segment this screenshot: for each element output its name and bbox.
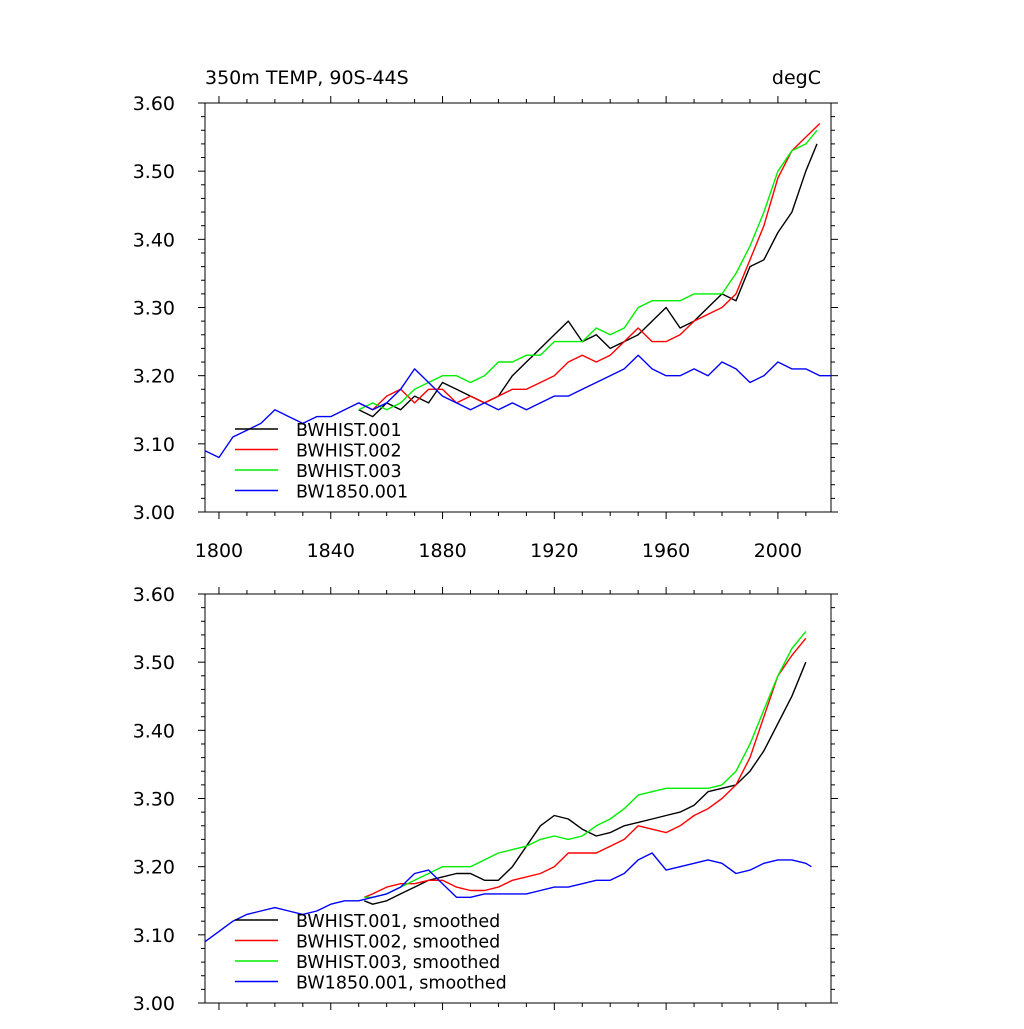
- x-tick-label: 1880: [418, 540, 466, 562]
- top-panel: 1800 1840 1880 1920 1960 2000 3.00 3.10 3.20 3.30…: [133, 93, 838, 562]
- y-tick-label: 3.60: [133, 93, 175, 115]
- bottom-panel: 3.00 3.10 3.20 3.30 3.40 3.50 3.60 BWHIST.001, …: [133, 584, 838, 1015]
- legend-label-4: BW1850.001: [296, 483, 408, 503]
- legend-label-2: BWHIST.002, smoothed: [296, 933, 500, 953]
- y-tick-label: 3.50: [133, 652, 175, 674]
- legend-label-2: BWHIST.002: [296, 442, 402, 462]
- series-line-1: [358, 143, 818, 418]
- x-tick-label: 1840: [307, 540, 355, 562]
- y-tick-label: 3.50: [133, 161, 175, 183]
- y-tick-label: 3.00: [133, 993, 175, 1015]
- y-tick-label: 3.30: [133, 789, 175, 811]
- x-tick-label: 1960: [642, 540, 690, 562]
- series-line-3: [358, 129, 818, 411]
- y-tick-label: 3.40: [133, 229, 175, 251]
- units-label: degC: [772, 67, 821, 89]
- legend-label-1: BWHIST.001, smoothed: [296, 912, 500, 932]
- series-line-3: [364, 631, 807, 898]
- legend-label-1: BWHIST.001: [296, 421, 402, 441]
- series-line-4: [204, 852, 812, 943]
- x-tick-label: 1800: [195, 540, 243, 562]
- series-line-1: [364, 661, 807, 905]
- x-tick-label: 2000: [754, 540, 802, 562]
- legend-label-4: BW1850.001, smoothed: [296, 974, 507, 994]
- y-tick-label: 3.20: [133, 857, 175, 879]
- y-tick-label: 3.20: [133, 366, 175, 388]
- chart-title: 350m TEMP, 90S-44S: [205, 67, 409, 89]
- y-tick-label: 3.40: [133, 720, 175, 742]
- y-tick-label: 3.30: [133, 298, 175, 320]
- legend-label-3: BWHIST.003, smoothed: [296, 953, 500, 973]
- series-line-2: [364, 637, 807, 898]
- series-line-4: [204, 354, 831, 459]
- y-tick-label: 3.10: [133, 434, 175, 456]
- y-tick-label: 3.00: [133, 502, 175, 524]
- y-tick-label: 3.10: [133, 925, 175, 947]
- y-tick-label: 3.60: [133, 584, 175, 606]
- x-tick-label: 1920: [530, 540, 578, 562]
- legend-label-3: BWHIST.003: [296, 462, 402, 482]
